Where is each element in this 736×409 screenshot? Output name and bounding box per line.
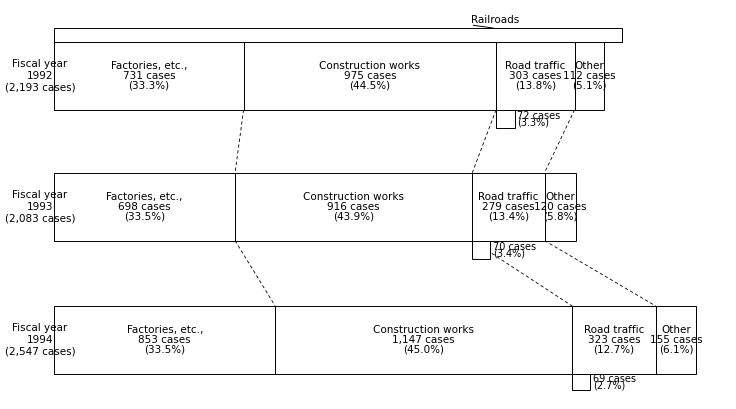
- Text: Fiscal year
1994
(2,547 cases): Fiscal year 1994 (2,547 cases): [4, 323, 75, 357]
- Text: Construction works: Construction works: [319, 61, 420, 71]
- Text: (5.8%): (5.8%): [543, 212, 577, 222]
- Bar: [244, 42, 496, 110]
- Bar: [54, 173, 235, 240]
- Text: 72 cases: 72 cases: [517, 111, 561, 121]
- Text: 1,147 cases: 1,147 cases: [392, 335, 455, 345]
- Bar: [545, 173, 576, 240]
- Text: Road traffic: Road traffic: [584, 325, 644, 335]
- Text: Other: Other: [574, 61, 604, 71]
- Text: Construction works: Construction works: [373, 325, 474, 335]
- Text: (33.3%): (33.3%): [128, 81, 169, 91]
- Text: (33.5%): (33.5%): [124, 212, 165, 222]
- Text: Factories, etc.,: Factories, etc.,: [107, 192, 183, 202]
- Bar: [235, 173, 473, 240]
- Text: Factories, etc.,: Factories, etc.,: [127, 325, 203, 335]
- Text: 698 cases: 698 cases: [118, 202, 171, 212]
- Bar: [473, 240, 490, 258]
- Text: 279 cases: 279 cases: [482, 202, 535, 212]
- Text: Other: Other: [545, 192, 575, 202]
- Text: (3.4%): (3.4%): [493, 248, 525, 258]
- Text: Fiscal year
1992
(2,193 cases): Fiscal year 1992 (2,193 cases): [4, 59, 75, 92]
- Text: Road traffic: Road traffic: [505, 61, 565, 71]
- Bar: [54, 306, 275, 374]
- Bar: [656, 306, 696, 374]
- Text: 975 cases: 975 cases: [344, 71, 396, 81]
- Text: 70 cases: 70 cases: [493, 242, 536, 252]
- Bar: [54, 29, 622, 42]
- Bar: [572, 306, 656, 374]
- Bar: [473, 173, 545, 240]
- Text: 731 cases: 731 cases: [123, 71, 175, 81]
- Text: 120 cases: 120 cases: [534, 202, 587, 212]
- Text: (43.9%): (43.9%): [333, 212, 374, 222]
- Text: Fiscal year
1993
(2,083 cases): Fiscal year 1993 (2,083 cases): [5, 190, 75, 223]
- Text: 155 cases: 155 cases: [650, 335, 702, 345]
- Text: 303 cases: 303 cases: [509, 71, 562, 81]
- Text: (45.0%): (45.0%): [403, 345, 445, 355]
- Text: (6.1%): (6.1%): [659, 345, 693, 355]
- Text: Railroads: Railroads: [471, 15, 519, 25]
- Text: (5.1%): (5.1%): [572, 81, 606, 91]
- Text: (33.5%): (33.5%): [144, 345, 185, 355]
- Text: Construction works: Construction works: [303, 192, 404, 202]
- Text: (44.5%): (44.5%): [350, 81, 390, 91]
- Text: Other: Other: [661, 325, 691, 335]
- Text: 69 cases: 69 cases: [592, 374, 636, 384]
- Bar: [572, 374, 590, 389]
- Bar: [575, 42, 604, 110]
- Text: 112 cases: 112 cases: [563, 71, 615, 81]
- Bar: [496, 42, 575, 110]
- Bar: [54, 42, 244, 110]
- Bar: [496, 110, 514, 128]
- Text: 323 cases: 323 cases: [588, 335, 640, 345]
- Text: (12.7%): (12.7%): [593, 345, 634, 355]
- Text: (13.4%): (13.4%): [488, 212, 529, 222]
- Bar: [275, 306, 572, 374]
- Text: (3.3%): (3.3%): [517, 117, 549, 127]
- Text: (2.7%): (2.7%): [592, 380, 625, 390]
- Text: Factories, etc.,: Factories, etc.,: [110, 61, 187, 71]
- Text: (13.8%): (13.8%): [514, 81, 556, 91]
- Text: 853 cases: 853 cases: [138, 335, 191, 345]
- Text: Road traffic: Road traffic: [478, 192, 539, 202]
- Text: 916 cases: 916 cases: [328, 202, 380, 212]
